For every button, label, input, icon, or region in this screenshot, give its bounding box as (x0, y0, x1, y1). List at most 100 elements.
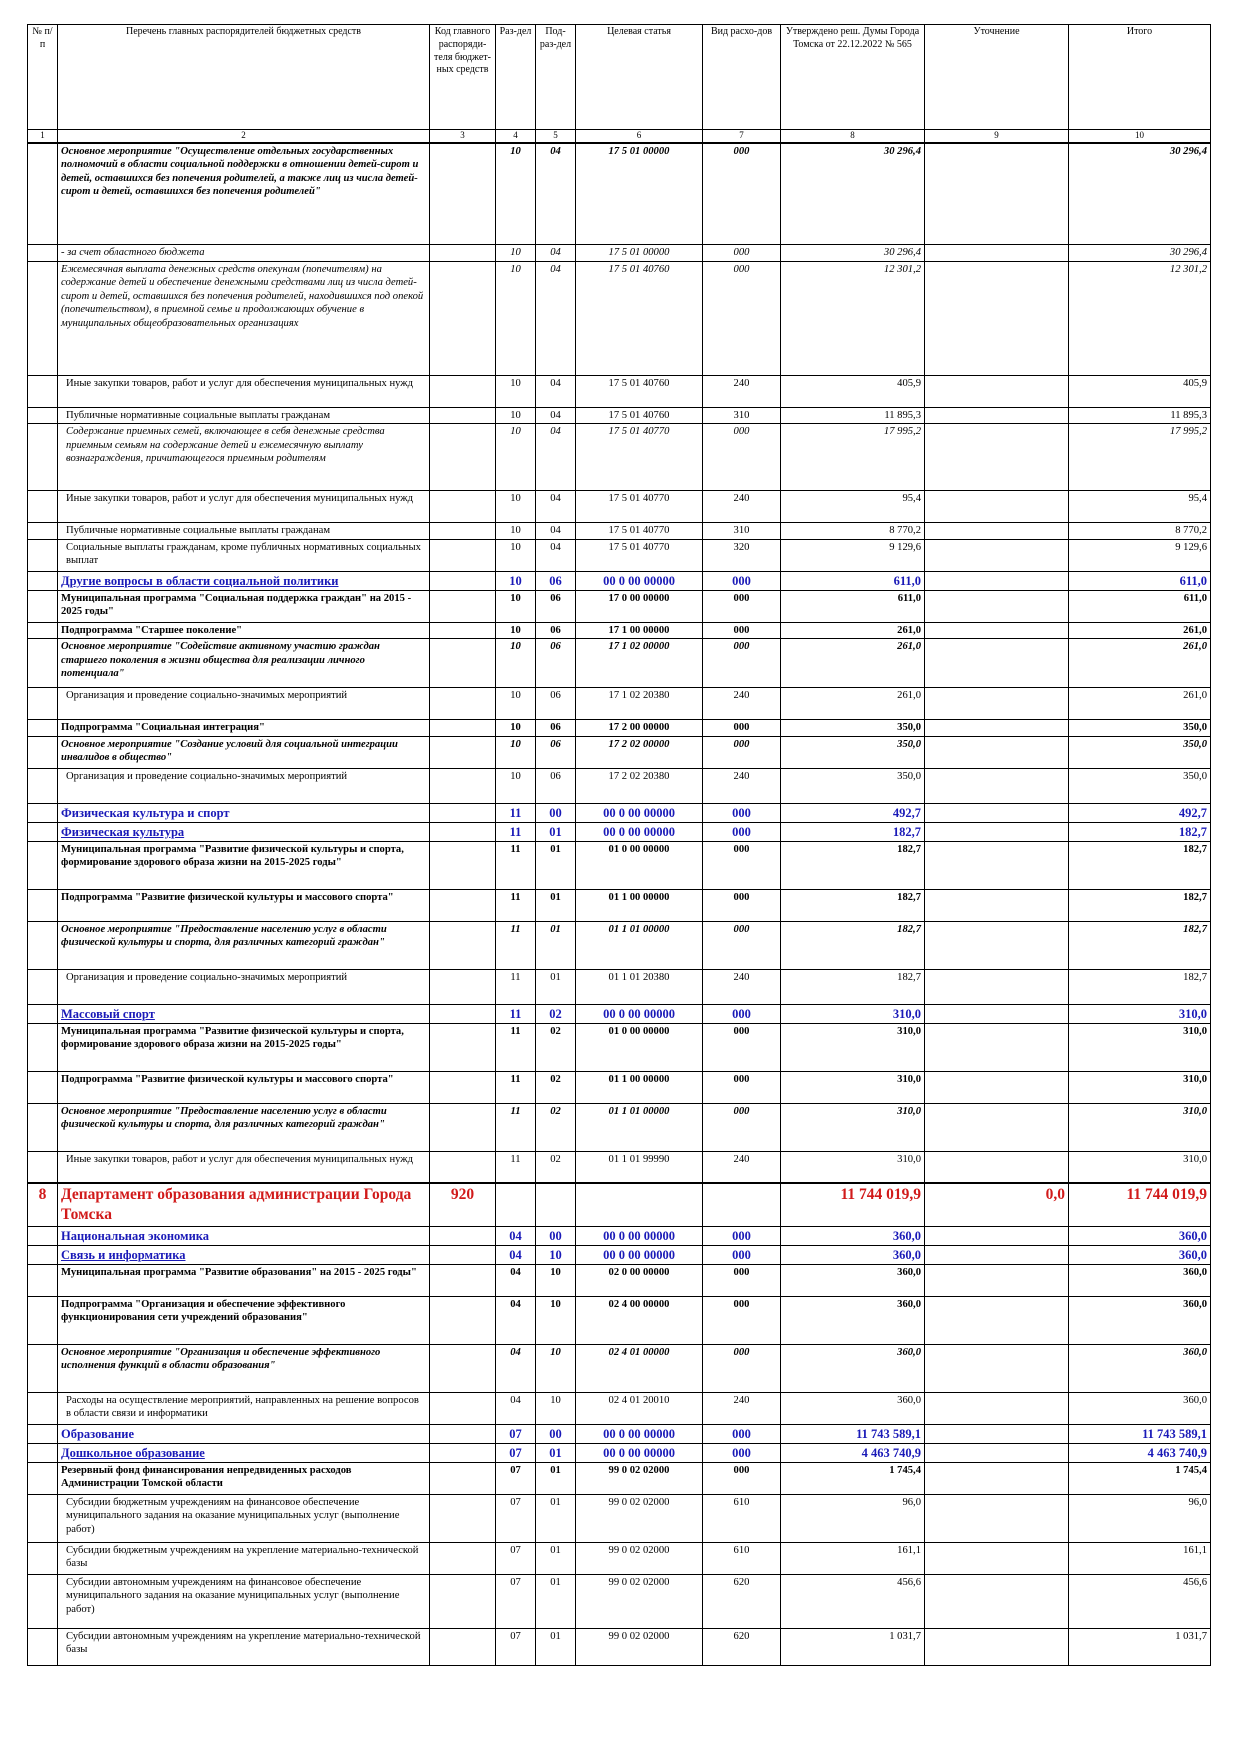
column-number: 2 (57, 128, 430, 144)
section: 07 (495, 1461, 536, 1495)
target-article: 17 1 02 00000 (575, 638, 703, 689)
section: 11 (495, 1102, 536, 1152)
header-cell: Итого (1068, 24, 1211, 130)
target-article: 02 4 01 20010 (575, 1391, 703, 1425)
section: 10 (495, 142, 536, 246)
subsection: 01 (535, 1493, 576, 1543)
subsection: 02 (535, 1150, 576, 1184)
budget-sheet: № п/п Перечень главных распорядителей бю… (27, 24, 1211, 1666)
total: 9 129,6 (1068, 538, 1211, 572)
grbs-code (429, 920, 496, 970)
grbs-code (429, 1022, 496, 1072)
grbs-code (429, 1573, 496, 1629)
subsection: 04 (535, 490, 576, 524)
item-name: Физическая культура и спорт (57, 802, 430, 823)
item-name: Организация и проведение социально-значи… (57, 968, 430, 1005)
approved-amount: 405,9 (780, 374, 925, 408)
subsection: 06 (535, 570, 576, 591)
total: 4 463 740,9 (1068, 1442, 1211, 1463)
adjustment (924, 735, 1069, 769)
row-number (27, 802, 58, 823)
item-name: Департамент образования администрации Го… (57, 1182, 430, 1227)
expense-type: 000 (702, 1225, 781, 1246)
adjustment (924, 1461, 1069, 1495)
row-number (27, 1627, 58, 1666)
approved-amount: 4 463 740,9 (780, 1442, 925, 1463)
expense-type: 000 (702, 840, 781, 890)
grbs-code (429, 735, 496, 769)
grbs-code (429, 1003, 496, 1024)
expense-type: 310 (702, 522, 781, 540)
row-number (27, 719, 58, 737)
header-cell: Раз-дел (495, 24, 536, 130)
target-article: 17 5 01 40770 (575, 522, 703, 540)
grbs-code (429, 1343, 496, 1393)
item-name: Иные закупки товаров, работ и услуг для … (57, 374, 430, 408)
total: 350,0 (1068, 719, 1211, 737)
row-number (27, 920, 58, 970)
subsection: 10 (535, 1263, 576, 1297)
approved-amount: 360,0 (780, 1343, 925, 1393)
header-cell: Под-раз-дел (535, 24, 576, 130)
total: 1 031,7 (1068, 1627, 1211, 1666)
expense-type: 000 (702, 802, 781, 823)
expense-type: 000 (702, 821, 781, 842)
expense-type: 000 (702, 1022, 781, 1072)
total: 12 301,2 (1068, 260, 1211, 376)
table-row: Физическая культура 11 01 00 0 00 00000 000 1… (27, 821, 1211, 842)
target-article: 00 0 00 00000 (575, 1423, 703, 1444)
item-name: Основное мероприятие "Осуществление отде… (57, 142, 430, 246)
section: 11 (495, 888, 536, 922)
adjustment (924, 687, 1069, 721)
approved-amount: 350,0 (780, 735, 925, 769)
approved-amount: 1 031,7 (780, 1627, 925, 1666)
item-name: Иные закупки товаров, работ и услуг для … (57, 490, 430, 524)
grbs-code (429, 719, 496, 737)
section: 11 (495, 968, 536, 1005)
subsection: 02 (535, 1070, 576, 1104)
approved-amount: 11 895,3 (780, 406, 925, 425)
subsection: 01 (535, 1461, 576, 1495)
approved-amount: 11 744 019,9 (780, 1182, 925, 1227)
column-number: 10 (1068, 128, 1211, 144)
item-name: Основное мероприятие "Организация и обес… (57, 1343, 430, 1393)
table-row: Иные закупки товаров, работ и услуг для … (27, 374, 1211, 408)
table-row: Основное мероприятие "Предоставление нас… (27, 920, 1211, 970)
section: 10 (495, 638, 536, 689)
section: 04 (495, 1225, 536, 1246)
adjustment (924, 1225, 1069, 1246)
table-row: Социальные выплаты гражданам, кроме публ… (27, 538, 1211, 572)
adjustment (924, 1244, 1069, 1265)
expense-type: 240 (702, 1391, 781, 1425)
grbs-code (429, 687, 496, 721)
target-article: 00 0 00 00000 (575, 1442, 703, 1463)
grbs-code (429, 1423, 496, 1444)
grbs-code (429, 1541, 496, 1575)
item-name: Подпрограмма "Развитие физической культу… (57, 888, 430, 922)
adjustment (924, 968, 1069, 1005)
approved-amount: 182,7 (780, 888, 925, 922)
target-article: 01 1 00 00000 (575, 888, 703, 922)
table-row: Основное мероприятие "Осуществление отде… (27, 142, 1211, 246)
row-number (27, 423, 58, 492)
row-number (27, 840, 58, 890)
table-row: Ежемесячная выплата денежных средств опе… (27, 260, 1211, 376)
target-article: 02 4 00 00000 (575, 1295, 703, 1345)
table-row: Основное мероприятие "Создание условий д… (27, 735, 1211, 769)
approved-amount: 11 743 589,1 (780, 1423, 925, 1444)
section: 11 (495, 840, 536, 890)
expense-type (702, 1182, 781, 1227)
grbs-code (429, 1150, 496, 1184)
expense-type: 240 (702, 1150, 781, 1184)
subsection: 01 (535, 840, 576, 890)
expense-type: 000 (702, 1244, 781, 1265)
total: 456,6 (1068, 1573, 1211, 1629)
total: 405,9 (1068, 374, 1211, 408)
target-article: 99 0 02 02000 (575, 1541, 703, 1575)
subsection: 10 (535, 1391, 576, 1425)
grbs-code (429, 1102, 496, 1152)
target-article: 17 2 02 20380 (575, 767, 703, 804)
approved-amount: 310,0 (780, 1003, 925, 1024)
total: 360,0 (1068, 1263, 1211, 1297)
subsection: 04 (535, 406, 576, 425)
